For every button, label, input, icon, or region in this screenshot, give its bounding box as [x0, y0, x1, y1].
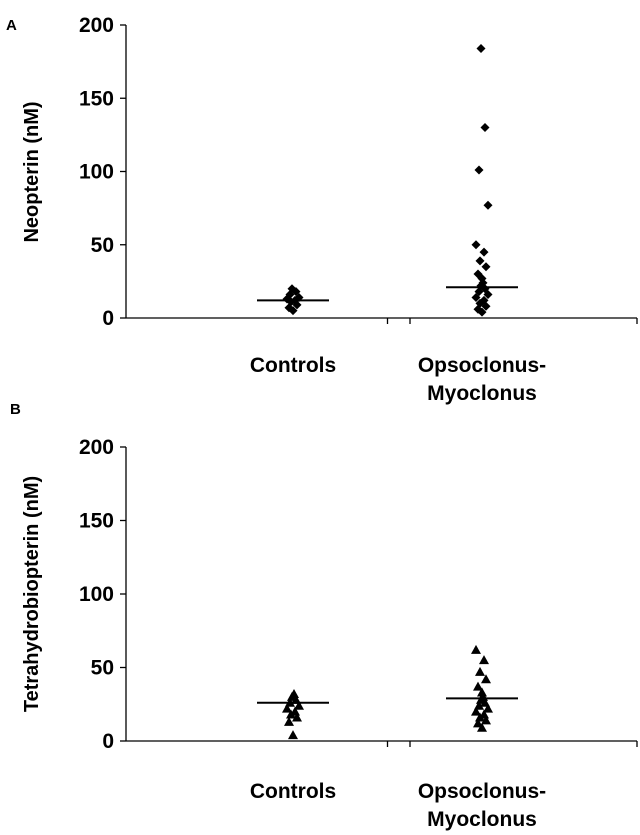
panel-a-category-label-controls: Controls	[250, 354, 336, 377]
panel-a-point	[480, 123, 490, 133]
panel-a-point	[481, 262, 491, 272]
panel-b-point	[292, 712, 302, 722]
panel-a-y-tick-label: 150	[79, 87, 114, 110]
panel-b-point	[471, 706, 481, 716]
panel-a-point	[474, 165, 484, 175]
panel-b-point	[473, 681, 483, 691]
panel-b-point	[473, 718, 483, 728]
panel-b-point	[290, 706, 300, 716]
panel-a: A Neopterin (nM) 0 50 100 150 200 Controls Ops…	[6, 14, 638, 405]
panel-a-label: A	[6, 17, 17, 34]
panel-b-point	[483, 703, 493, 713]
panel-b-y-tick-label: 100	[79, 583, 114, 606]
panel-b-y-tick-label: 0	[102, 730, 114, 753]
panel-a-point	[479, 295, 489, 305]
panel-b-point	[481, 715, 491, 725]
panel-b-point	[481, 674, 491, 684]
panel-a-point	[483, 200, 493, 210]
panel-b-category-label-controls: Controls	[250, 780, 336, 803]
panel-a-point	[473, 269, 483, 279]
panel-b-point	[282, 703, 292, 713]
panel-b-point	[479, 709, 489, 719]
panel-a-point	[476, 43, 486, 53]
panel-a-y-axis-title: Neopterin (nM)	[21, 101, 43, 242]
panel-b-point	[284, 716, 294, 726]
panel-b-category-label-opsoclonus-myoclonus: Opsoclonus-Myoclonus	[418, 780, 546, 831]
panel-a-point	[479, 247, 489, 257]
panel-b-point	[474, 700, 484, 710]
panel-b-point	[288, 730, 298, 740]
panel-a-point	[475, 256, 485, 266]
panel-a-point	[287, 284, 297, 294]
panel-b-label: B	[10, 401, 21, 418]
panel-b-y-axis-title: Tetrahydrobiopterin (nM)	[21, 476, 43, 712]
panel-b-y-tick-label: 150	[79, 510, 114, 533]
panel-b-y-tick-label: 50	[91, 657, 114, 680]
panel-a-y-tick-label: 50	[91, 234, 114, 257]
panel-b-point	[294, 700, 304, 710]
panel-a-y-tick-label: 200	[79, 14, 114, 37]
panel-b-point	[475, 666, 485, 676]
panel-b-point	[471, 644, 481, 654]
panel-a-point	[471, 240, 481, 250]
panel-a-y-tick-label: 0	[102, 307, 114, 330]
panel-a-y-tick-label: 100	[79, 161, 114, 184]
panel-b-point	[479, 655, 489, 665]
panel-b-y-tick-label: 200	[79, 436, 114, 459]
panel-b: B Tetrahydrobiopterin (nM) 0 50 100 150 200 C…	[10, 401, 638, 831]
panel-a-category-label-opsoclonus-myoclonus: Opsoclonus-Myoclonus	[418, 354, 546, 405]
panel-b-point	[477, 687, 487, 697]
panel-b-point	[289, 688, 299, 698]
